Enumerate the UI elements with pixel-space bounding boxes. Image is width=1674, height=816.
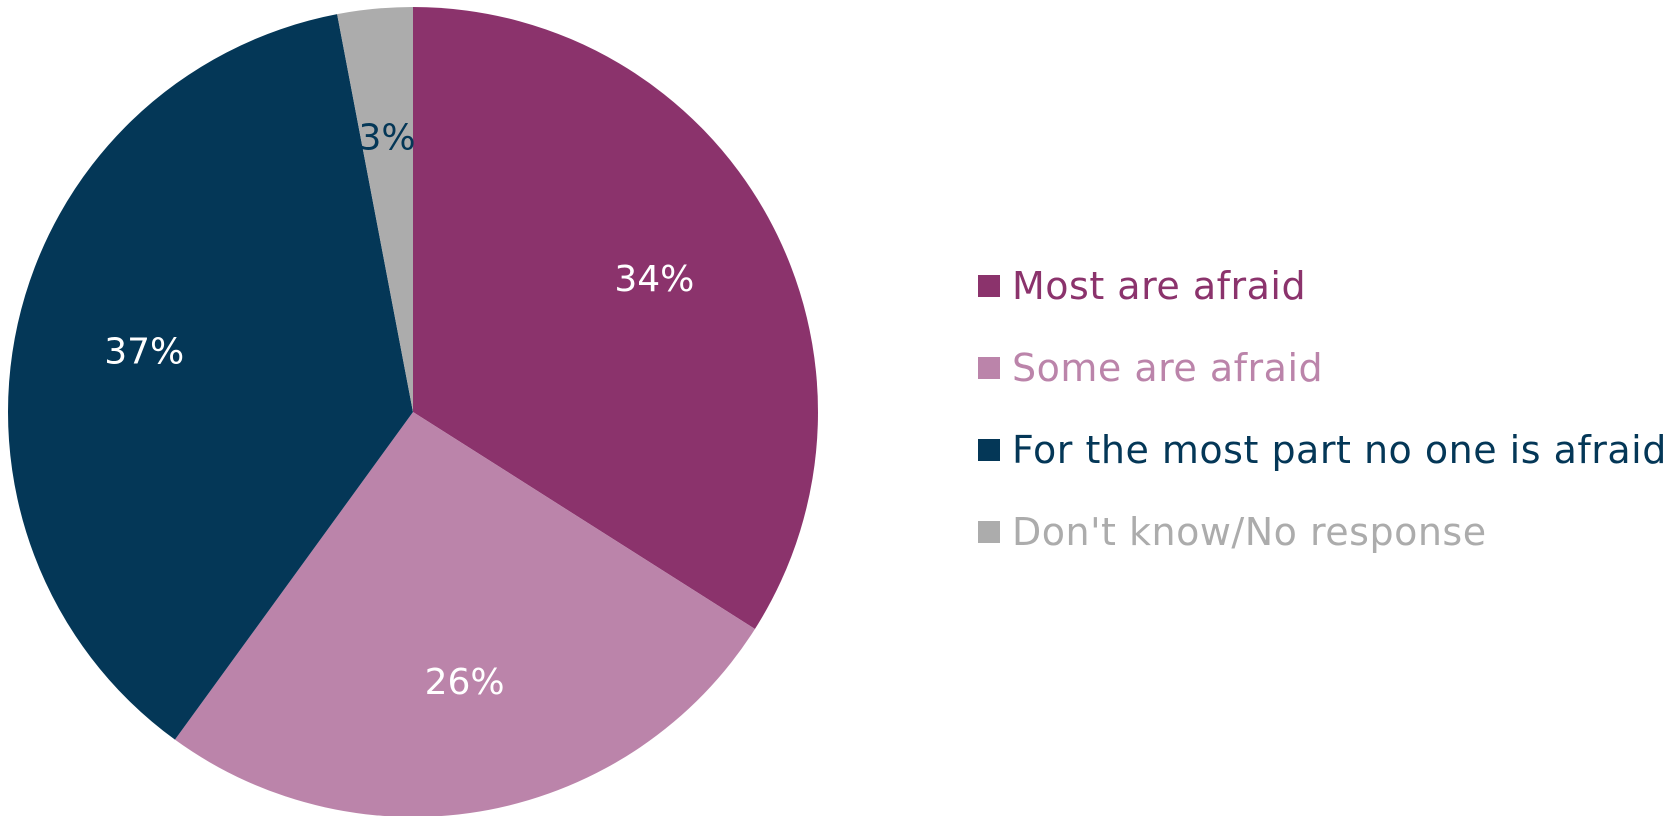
legend-swatch [978, 439, 1000, 461]
legend-item: Don't know/No response [978, 511, 1668, 553]
legend-swatch [978, 275, 1000, 297]
pie-slice [174, 412, 755, 816]
legend-label: Most are afraid [1012, 264, 1307, 308]
slice-data-label: 37% [104, 331, 184, 372]
slice-data-label: 3% [359, 117, 416, 158]
legend-label: Don't know/No response [1012, 510, 1487, 554]
slice-data-label: 34% [614, 259, 694, 300]
legend-item: Most are afraid [978, 265, 1668, 307]
legend-item: Some are afraid [978, 347, 1668, 389]
legend-label: For the most part no one is afraid [1012, 428, 1667, 472]
legend-swatch [978, 357, 1000, 379]
legend: Most are afraid Some are afraid For the … [978, 265, 1668, 593]
pie-slice [337, 7, 413, 412]
legend-label: Some are afraid [1012, 346, 1324, 390]
slice-data-label: 26% [425, 662, 505, 703]
pie-slice [8, 14, 413, 740]
pie-slice [413, 7, 818, 630]
legend-item: For the most part no one is afraid [978, 429, 1668, 471]
legend-swatch [978, 521, 1000, 543]
